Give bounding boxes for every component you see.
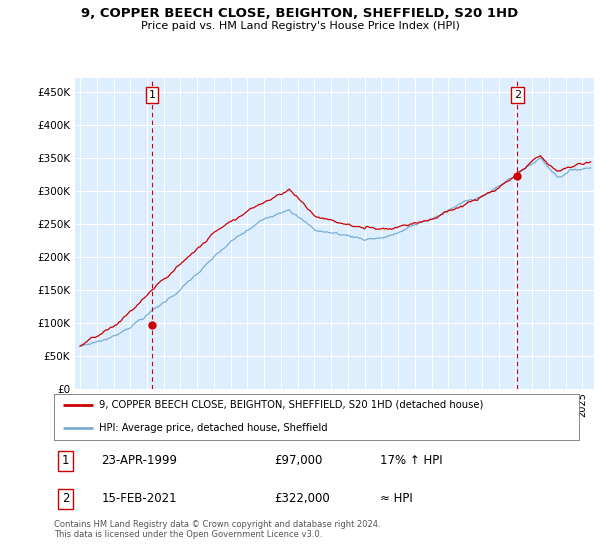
Text: ≈ HPI: ≈ HPI bbox=[380, 492, 412, 506]
Text: £322,000: £322,000 bbox=[275, 492, 330, 506]
Text: 23-APR-1999: 23-APR-1999 bbox=[101, 454, 177, 468]
Text: Price paid vs. HM Land Registry's House Price Index (HPI): Price paid vs. HM Land Registry's House … bbox=[140, 21, 460, 31]
Text: £97,000: £97,000 bbox=[275, 454, 323, 468]
Text: 1: 1 bbox=[149, 90, 155, 100]
Text: 15-FEB-2021: 15-FEB-2021 bbox=[101, 492, 177, 506]
Text: 2: 2 bbox=[62, 492, 70, 506]
Text: HPI: Average price, detached house, Sheffield: HPI: Average price, detached house, Shef… bbox=[98, 423, 327, 433]
Text: 17% ↑ HPI: 17% ↑ HPI bbox=[380, 454, 442, 468]
Text: 9, COPPER BEECH CLOSE, BEIGHTON, SHEFFIELD, S20 1HD (detached house): 9, COPPER BEECH CLOSE, BEIGHTON, SHEFFIE… bbox=[98, 400, 483, 410]
Text: 1: 1 bbox=[62, 454, 70, 468]
Text: 9, COPPER BEECH CLOSE, BEIGHTON, SHEFFIELD, S20 1HD: 9, COPPER BEECH CLOSE, BEIGHTON, SHEFFIE… bbox=[82, 7, 518, 20]
Text: 2: 2 bbox=[514, 90, 521, 100]
Text: Contains HM Land Registry data © Crown copyright and database right 2024.
This d: Contains HM Land Registry data © Crown c… bbox=[54, 520, 380, 539]
